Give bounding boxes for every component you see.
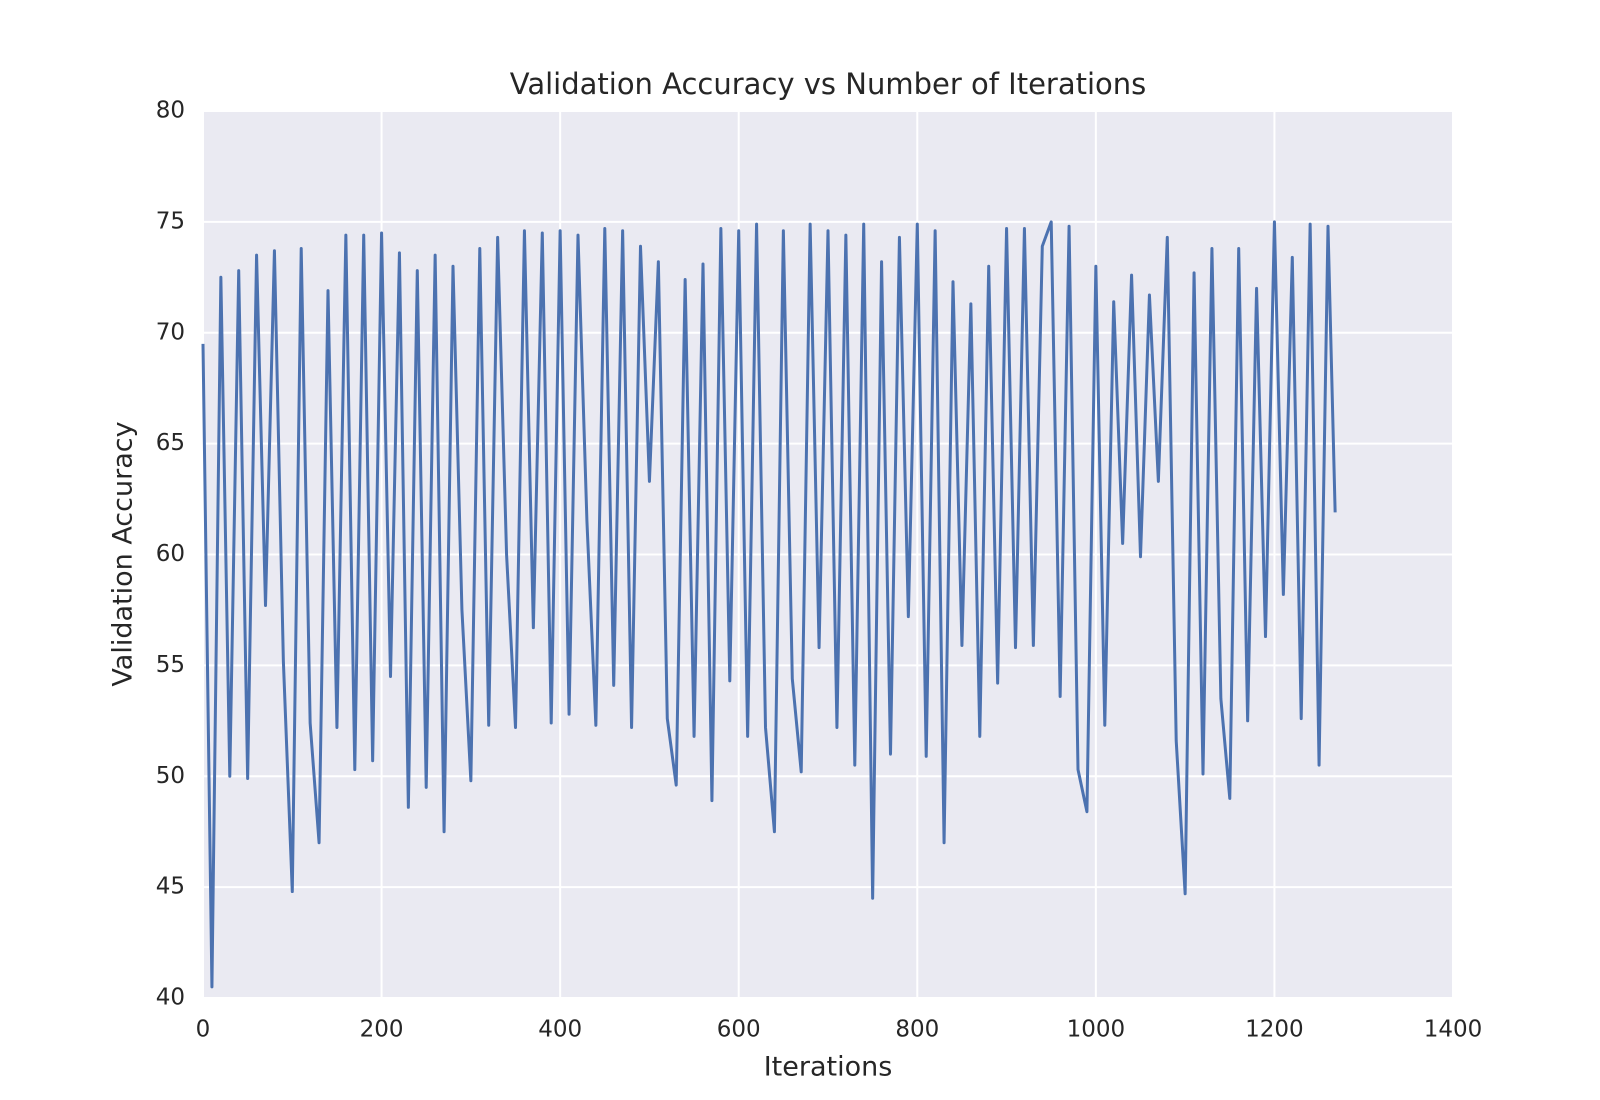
y-tick-label: 70 [156,319,185,345]
x-tick-label: 400 [538,1017,582,1043]
x-tick-label: 600 [717,1017,761,1043]
data-line [201,220,1337,989]
y-tick-label: 60 [156,541,185,567]
y-axis-label: Validation Accuracy [108,421,139,686]
y-tick-label: 45 [156,874,185,900]
x-tick-label: 1000 [1067,1017,1126,1043]
x-axis-label: Iterations [764,1052,893,1083]
x-tick-label: 800 [895,1017,939,1043]
y-tick-label: 80 [156,98,185,124]
x-tick-label: 200 [360,1017,404,1043]
y-tick-label: 40 [156,985,185,1011]
y-tick-label: 50 [156,763,185,789]
x-tick-label: 1400 [1424,1017,1483,1043]
x-tick-label: 0 [196,1017,211,1043]
chart-title: Validation Accuracy vs Number of Iterati… [510,67,1147,101]
y-tick-label: 75 [156,208,185,234]
y-tick-label: 55 [156,652,185,678]
x-tick-label: 1200 [1245,1017,1304,1043]
y-tick-label: 65 [156,430,185,456]
